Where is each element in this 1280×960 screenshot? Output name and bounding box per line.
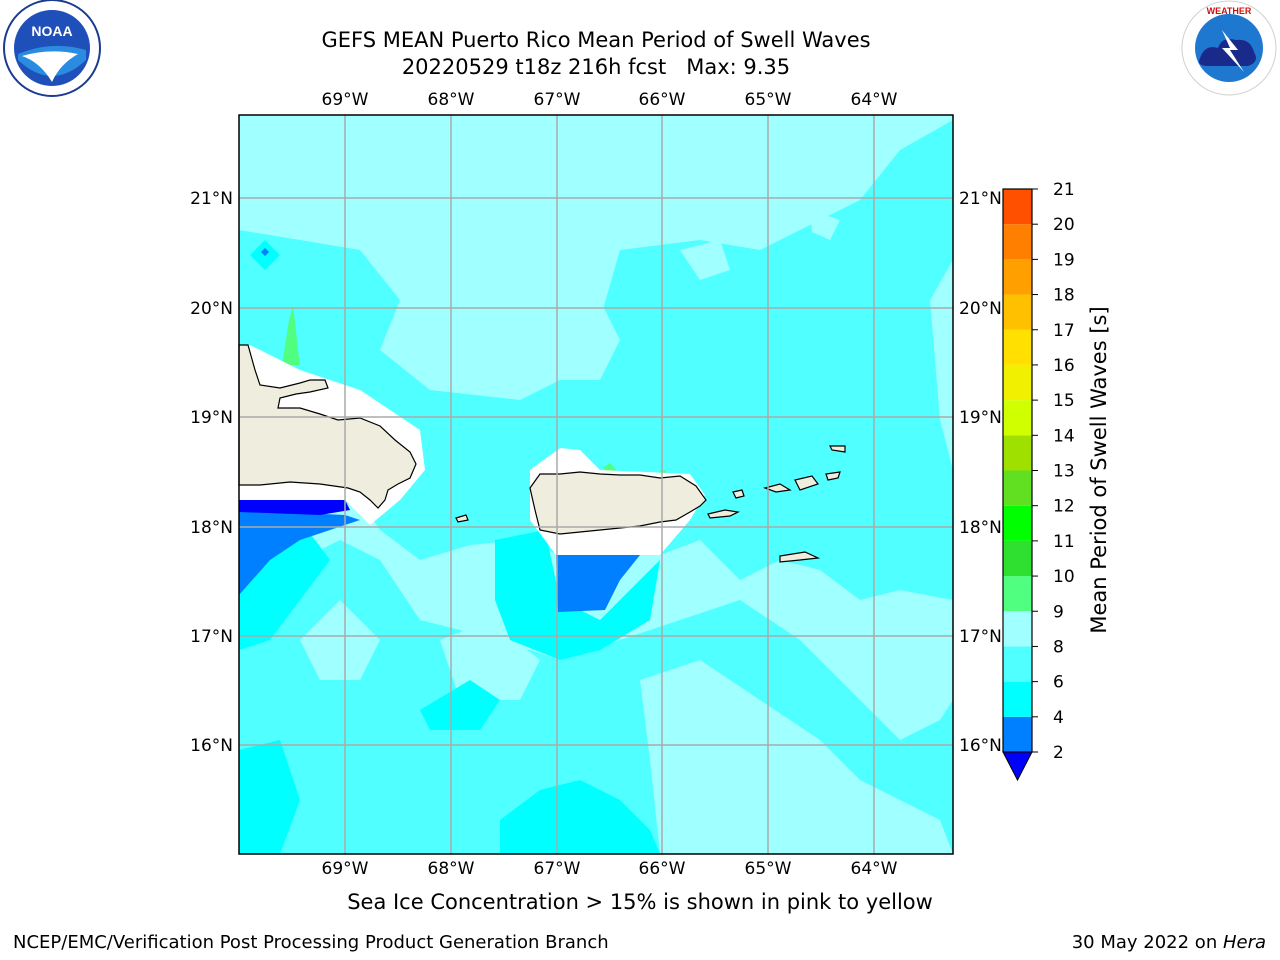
lon-label: 65°W xyxy=(745,90,792,110)
colorbar-segment xyxy=(1003,576,1032,612)
swell-period-map xyxy=(238,114,954,855)
lat-label: 18°N xyxy=(190,518,233,538)
lat-label: 20°N xyxy=(190,299,233,319)
colorbar-segment xyxy=(1003,224,1032,260)
svg-text:WEATHER: WEATHER xyxy=(1207,6,1252,16)
map-frame xyxy=(238,114,954,855)
map-title-line1: GEFS MEAN Puerto Rico Mean Period of Swe… xyxy=(321,28,871,52)
footer-date-text: 30 May 2022 on xyxy=(1071,932,1223,953)
lon-label: 66°W xyxy=(639,90,686,110)
contour-2-4s xyxy=(239,248,640,612)
colorbar-segment xyxy=(1003,294,1032,330)
footer-branch: NCEP/EMC/Verification Post Processing Pr… xyxy=(13,932,609,953)
sea-ice-note: Sea Ice Concentration > 15% is shown in … xyxy=(347,890,933,914)
colorbar-segment xyxy=(1003,329,1032,365)
lat-label: 21°N xyxy=(190,189,233,209)
contour-below-2s xyxy=(239,500,350,515)
colorbar-segment xyxy=(1003,259,1032,295)
colorbar-label: 8 xyxy=(1053,637,1064,657)
colorbar-label: 18 xyxy=(1053,286,1075,306)
colorbar-label: 20 xyxy=(1053,215,1075,235)
colorbar-segment xyxy=(1003,611,1032,647)
colorbar-label: 9 xyxy=(1053,602,1064,622)
colorbar-label: 4 xyxy=(1053,708,1064,728)
colorbar-under-arrow xyxy=(1002,751,1033,782)
lon-label: 64°W xyxy=(851,90,898,110)
colorbar-label: 21 xyxy=(1053,180,1075,200)
lon-label: 65°W xyxy=(745,859,792,879)
lon-label: 67°W xyxy=(534,859,581,879)
colorbar-segment xyxy=(1003,400,1032,436)
footer-machine: Hera xyxy=(1222,932,1266,953)
lat-label: 20°N xyxy=(959,299,1002,319)
lat-labels-right: 21°N 20°N 19°N 18°N 17°N 16°N xyxy=(959,189,1002,756)
lat-labels-left: 21°N 20°N 19°N 18°N 17°N 16°N xyxy=(190,189,233,756)
colorbar-label: 13 xyxy=(1053,462,1075,482)
footer-date: 30 May 2022 on Hera xyxy=(1072,932,1266,953)
colorbar: 2 4 6 8 9 10 11 12 13 14 15 16 17 18 19 20 21 xyxy=(1002,180,1075,782)
lat-label: 19°N xyxy=(190,408,233,428)
colorbar-segment xyxy=(1003,470,1032,506)
colorbar-segment xyxy=(1003,505,1032,541)
lat-label: 19°N xyxy=(959,408,1002,428)
lon-label: 68°W xyxy=(428,90,475,110)
lat-label: 16°N xyxy=(959,736,1002,756)
lat-label: 17°N xyxy=(959,627,1002,647)
lat-label: 17°N xyxy=(190,627,233,647)
colorbar-label: 15 xyxy=(1053,391,1075,411)
noaa-logo: NOAA xyxy=(3,0,101,97)
colorbar-segment xyxy=(1003,540,1032,577)
colorbar-label: 19 xyxy=(1053,250,1075,270)
colorbar-label: 11 xyxy=(1053,532,1075,552)
lat-label: 16°N xyxy=(190,736,233,756)
lon-labels-bottom: 69°W 68°W 67°W 66°W 65°W 64°W xyxy=(322,859,898,879)
colorbar-segment xyxy=(1003,681,1032,717)
colorbar-label: 6 xyxy=(1053,673,1064,693)
colorbar-segment xyxy=(1003,646,1032,682)
nws-logo: WEATHER xyxy=(1181,0,1277,96)
lon-label: 69°W xyxy=(322,859,369,879)
colorbar-segment xyxy=(1003,364,1032,401)
lat-label: 21°N xyxy=(959,189,1002,209)
lon-label: 64°W xyxy=(851,859,898,879)
lon-label: 67°W xyxy=(534,90,581,110)
colorbar-label: 12 xyxy=(1053,497,1075,517)
graticule xyxy=(239,115,953,854)
colorbar-label: 2 xyxy=(1053,743,1064,763)
lon-labels-top: 69°W 68°W 67°W 66°W 65°W 64°W xyxy=(322,90,898,110)
svg-text:NOAA: NOAA xyxy=(31,23,72,39)
lon-label: 68°W xyxy=(428,859,475,879)
lat-label: 18°N xyxy=(959,518,1002,538)
colorbar-segment xyxy=(1003,189,1032,225)
map-title-line2: 20220529 t18z 216h fcst Max: 9.35 xyxy=(401,55,791,79)
colorbar-label: 16 xyxy=(1053,356,1075,376)
colorbar-label: 17 xyxy=(1053,321,1075,341)
colorbar-segment xyxy=(1003,716,1032,752)
lon-label: 69°W xyxy=(322,90,369,110)
contour-6-8s xyxy=(239,120,953,854)
lon-label: 66°W xyxy=(639,859,686,879)
colorbar-segment xyxy=(1003,435,1032,471)
colorbar-label: 10 xyxy=(1053,567,1075,587)
colorbar-title: Mean Period of Swell Waves [s] xyxy=(1087,306,1111,633)
colorbar-label: 14 xyxy=(1053,426,1075,446)
